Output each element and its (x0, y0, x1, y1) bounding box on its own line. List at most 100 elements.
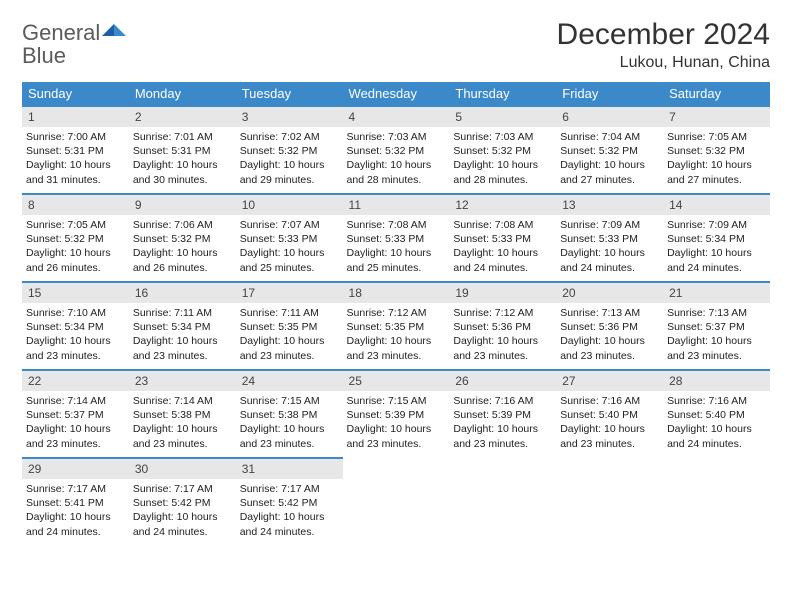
day-number: 22 (22, 371, 129, 391)
day-number: 6 (556, 107, 663, 127)
day-number: 14 (663, 195, 770, 215)
day-detail: Sunrise: 7:00 AMSunset: 5:31 PMDaylight:… (22, 127, 129, 191)
day-detail: Sunrise: 7:16 AMSunset: 5:39 PMDaylight:… (449, 391, 556, 455)
day-detail: Sunrise: 7:01 AMSunset: 5:31 PMDaylight:… (129, 127, 236, 191)
calendar-cell: 13Sunrise: 7:09 AMSunset: 5:33 PMDayligh… (556, 194, 663, 282)
page-title: December 2024 (557, 18, 770, 52)
day-detail: Sunrise: 7:16 AMSunset: 5:40 PMDaylight:… (556, 391, 663, 455)
day-number: 10 (236, 195, 343, 215)
weekday-header: Thursday (449, 82, 556, 106)
day-detail: Sunrise: 7:13 AMSunset: 5:37 PMDaylight:… (663, 303, 770, 367)
calendar-cell: .. (449, 458, 556, 546)
day-detail: Sunrise: 7:16 AMSunset: 5:40 PMDaylight:… (663, 391, 770, 455)
calendar-cell: 2Sunrise: 7:01 AMSunset: 5:31 PMDaylight… (129, 106, 236, 194)
day-detail: Sunrise: 7:09 AMSunset: 5:34 PMDaylight:… (663, 215, 770, 279)
day-detail: Sunrise: 7:05 AMSunset: 5:32 PMDaylight:… (22, 215, 129, 279)
day-detail: Sunrise: 7:08 AMSunset: 5:33 PMDaylight:… (449, 215, 556, 279)
calendar-cell: 19Sunrise: 7:12 AMSunset: 5:36 PMDayligh… (449, 282, 556, 370)
day-number: 1 (22, 107, 129, 127)
calendar-cell: 23Sunrise: 7:14 AMSunset: 5:38 PMDayligh… (129, 370, 236, 458)
weekday-header: Saturday (663, 82, 770, 106)
day-number: 8 (22, 195, 129, 215)
calendar-cell: 26Sunrise: 7:16 AMSunset: 5:39 PMDayligh… (449, 370, 556, 458)
calendar-cell: 4Sunrise: 7:03 AMSunset: 5:32 PMDaylight… (343, 106, 450, 194)
day-number: 19 (449, 283, 556, 303)
day-detail: Sunrise: 7:03 AMSunset: 5:32 PMDaylight:… (343, 127, 450, 191)
day-detail: Sunrise: 7:04 AMSunset: 5:32 PMDaylight:… (556, 127, 663, 191)
day-detail: Sunrise: 7:13 AMSunset: 5:36 PMDaylight:… (556, 303, 663, 367)
day-number: 4 (343, 107, 450, 127)
logo-word-1: General (22, 20, 100, 45)
weekday-header: Wednesday (343, 82, 450, 106)
logo: General Blue (22, 18, 128, 68)
calendar-cell: .. (343, 458, 450, 546)
calendar-row: 8Sunrise: 7:05 AMSunset: 5:32 PMDaylight… (22, 194, 770, 282)
day-number: 17 (236, 283, 343, 303)
day-number: 29 (22, 459, 129, 479)
day-number: 27 (556, 371, 663, 391)
calendar-row: 1Sunrise: 7:00 AMSunset: 5:31 PMDaylight… (22, 106, 770, 194)
day-number: 15 (22, 283, 129, 303)
calendar-cell: 17Sunrise: 7:11 AMSunset: 5:35 PMDayligh… (236, 282, 343, 370)
calendar-cell: 11Sunrise: 7:08 AMSunset: 5:33 PMDayligh… (343, 194, 450, 282)
location: Lukou, Hunan, China (557, 54, 770, 72)
day-number: 16 (129, 283, 236, 303)
calendar-cell: 14Sunrise: 7:09 AMSunset: 5:34 PMDayligh… (663, 194, 770, 282)
day-number: 12 (449, 195, 556, 215)
day-number: 21 (663, 283, 770, 303)
day-detail: Sunrise: 7:14 AMSunset: 5:37 PMDaylight:… (22, 391, 129, 455)
day-detail: Sunrise: 7:15 AMSunset: 5:38 PMDaylight:… (236, 391, 343, 455)
day-detail: Sunrise: 7:10 AMSunset: 5:34 PMDaylight:… (22, 303, 129, 367)
day-number: 2 (129, 107, 236, 127)
day-detail: Sunrise: 7:08 AMSunset: 5:33 PMDaylight:… (343, 215, 450, 279)
calendar-cell: 29Sunrise: 7:17 AMSunset: 5:41 PMDayligh… (22, 458, 129, 546)
weekday-header: Friday (556, 82, 663, 106)
day-detail: Sunrise: 7:17 AMSunset: 5:42 PMDaylight:… (236, 479, 343, 543)
day-number: 11 (343, 195, 450, 215)
day-detail: Sunrise: 7:14 AMSunset: 5:38 PMDaylight:… (129, 391, 236, 455)
calendar-cell: 10Sunrise: 7:07 AMSunset: 5:33 PMDayligh… (236, 194, 343, 282)
calendar-body: 1Sunrise: 7:00 AMSunset: 5:31 PMDaylight… (22, 106, 770, 546)
calendar-cell: 20Sunrise: 7:13 AMSunset: 5:36 PMDayligh… (556, 282, 663, 370)
day-detail: Sunrise: 7:07 AMSunset: 5:33 PMDaylight:… (236, 215, 343, 279)
title-block: December 2024 Lukou, Hunan, China (557, 18, 770, 72)
calendar-row: 22Sunrise: 7:14 AMSunset: 5:37 PMDayligh… (22, 370, 770, 458)
calendar-cell: 7Sunrise: 7:05 AMSunset: 5:32 PMDaylight… (663, 106, 770, 194)
calendar-cell: 15Sunrise: 7:10 AMSunset: 5:34 PMDayligh… (22, 282, 129, 370)
day-number: 23 (129, 371, 236, 391)
weekday-header: Sunday (22, 82, 129, 106)
calendar-cell: 5Sunrise: 7:03 AMSunset: 5:32 PMDaylight… (449, 106, 556, 194)
calendar-cell: 9Sunrise: 7:06 AMSunset: 5:32 PMDaylight… (129, 194, 236, 282)
calendar-cell: 18Sunrise: 7:12 AMSunset: 5:35 PMDayligh… (343, 282, 450, 370)
day-detail: Sunrise: 7:17 AMSunset: 5:41 PMDaylight:… (22, 479, 129, 543)
calendar-cell: 6Sunrise: 7:04 AMSunset: 5:32 PMDaylight… (556, 106, 663, 194)
weekday-header: Tuesday (236, 82, 343, 106)
day-number: 5 (449, 107, 556, 127)
day-number: 9 (129, 195, 236, 215)
day-number: 20 (556, 283, 663, 303)
day-number: 13 (556, 195, 663, 215)
day-detail: Sunrise: 7:11 AMSunset: 5:34 PMDaylight:… (129, 303, 236, 367)
day-detail: Sunrise: 7:02 AMSunset: 5:32 PMDaylight:… (236, 127, 343, 191)
day-number: 30 (129, 459, 236, 479)
day-number: 31 (236, 459, 343, 479)
day-detail: Sunrise: 7:05 AMSunset: 5:32 PMDaylight:… (663, 127, 770, 191)
day-detail: Sunrise: 7:03 AMSunset: 5:32 PMDaylight:… (449, 127, 556, 191)
day-detail: Sunrise: 7:12 AMSunset: 5:35 PMDaylight:… (343, 303, 450, 367)
day-detail: Sunrise: 7:09 AMSunset: 5:33 PMDaylight:… (556, 215, 663, 279)
calendar-cell: 16Sunrise: 7:11 AMSunset: 5:34 PMDayligh… (129, 282, 236, 370)
calendar-cell: .. (556, 458, 663, 546)
calendar-cell: 28Sunrise: 7:16 AMSunset: 5:40 PMDayligh… (663, 370, 770, 458)
day-number: 28 (663, 371, 770, 391)
calendar-cell: 21Sunrise: 7:13 AMSunset: 5:37 PMDayligh… (663, 282, 770, 370)
calendar-cell: .. (663, 458, 770, 546)
day-number: 26 (449, 371, 556, 391)
calendar-cell: 30Sunrise: 7:17 AMSunset: 5:42 PMDayligh… (129, 458, 236, 546)
calendar-cell: 8Sunrise: 7:05 AMSunset: 5:32 PMDaylight… (22, 194, 129, 282)
calendar-cell: 1Sunrise: 7:00 AMSunset: 5:31 PMDaylight… (22, 106, 129, 194)
day-number: 18 (343, 283, 450, 303)
calendar-cell: 12Sunrise: 7:08 AMSunset: 5:33 PMDayligh… (449, 194, 556, 282)
header: General Blue December 2024 Lukou, Hunan,… (22, 18, 770, 72)
logo-word-2: Blue (22, 43, 66, 68)
day-detail: Sunrise: 7:12 AMSunset: 5:36 PMDaylight:… (449, 303, 556, 367)
